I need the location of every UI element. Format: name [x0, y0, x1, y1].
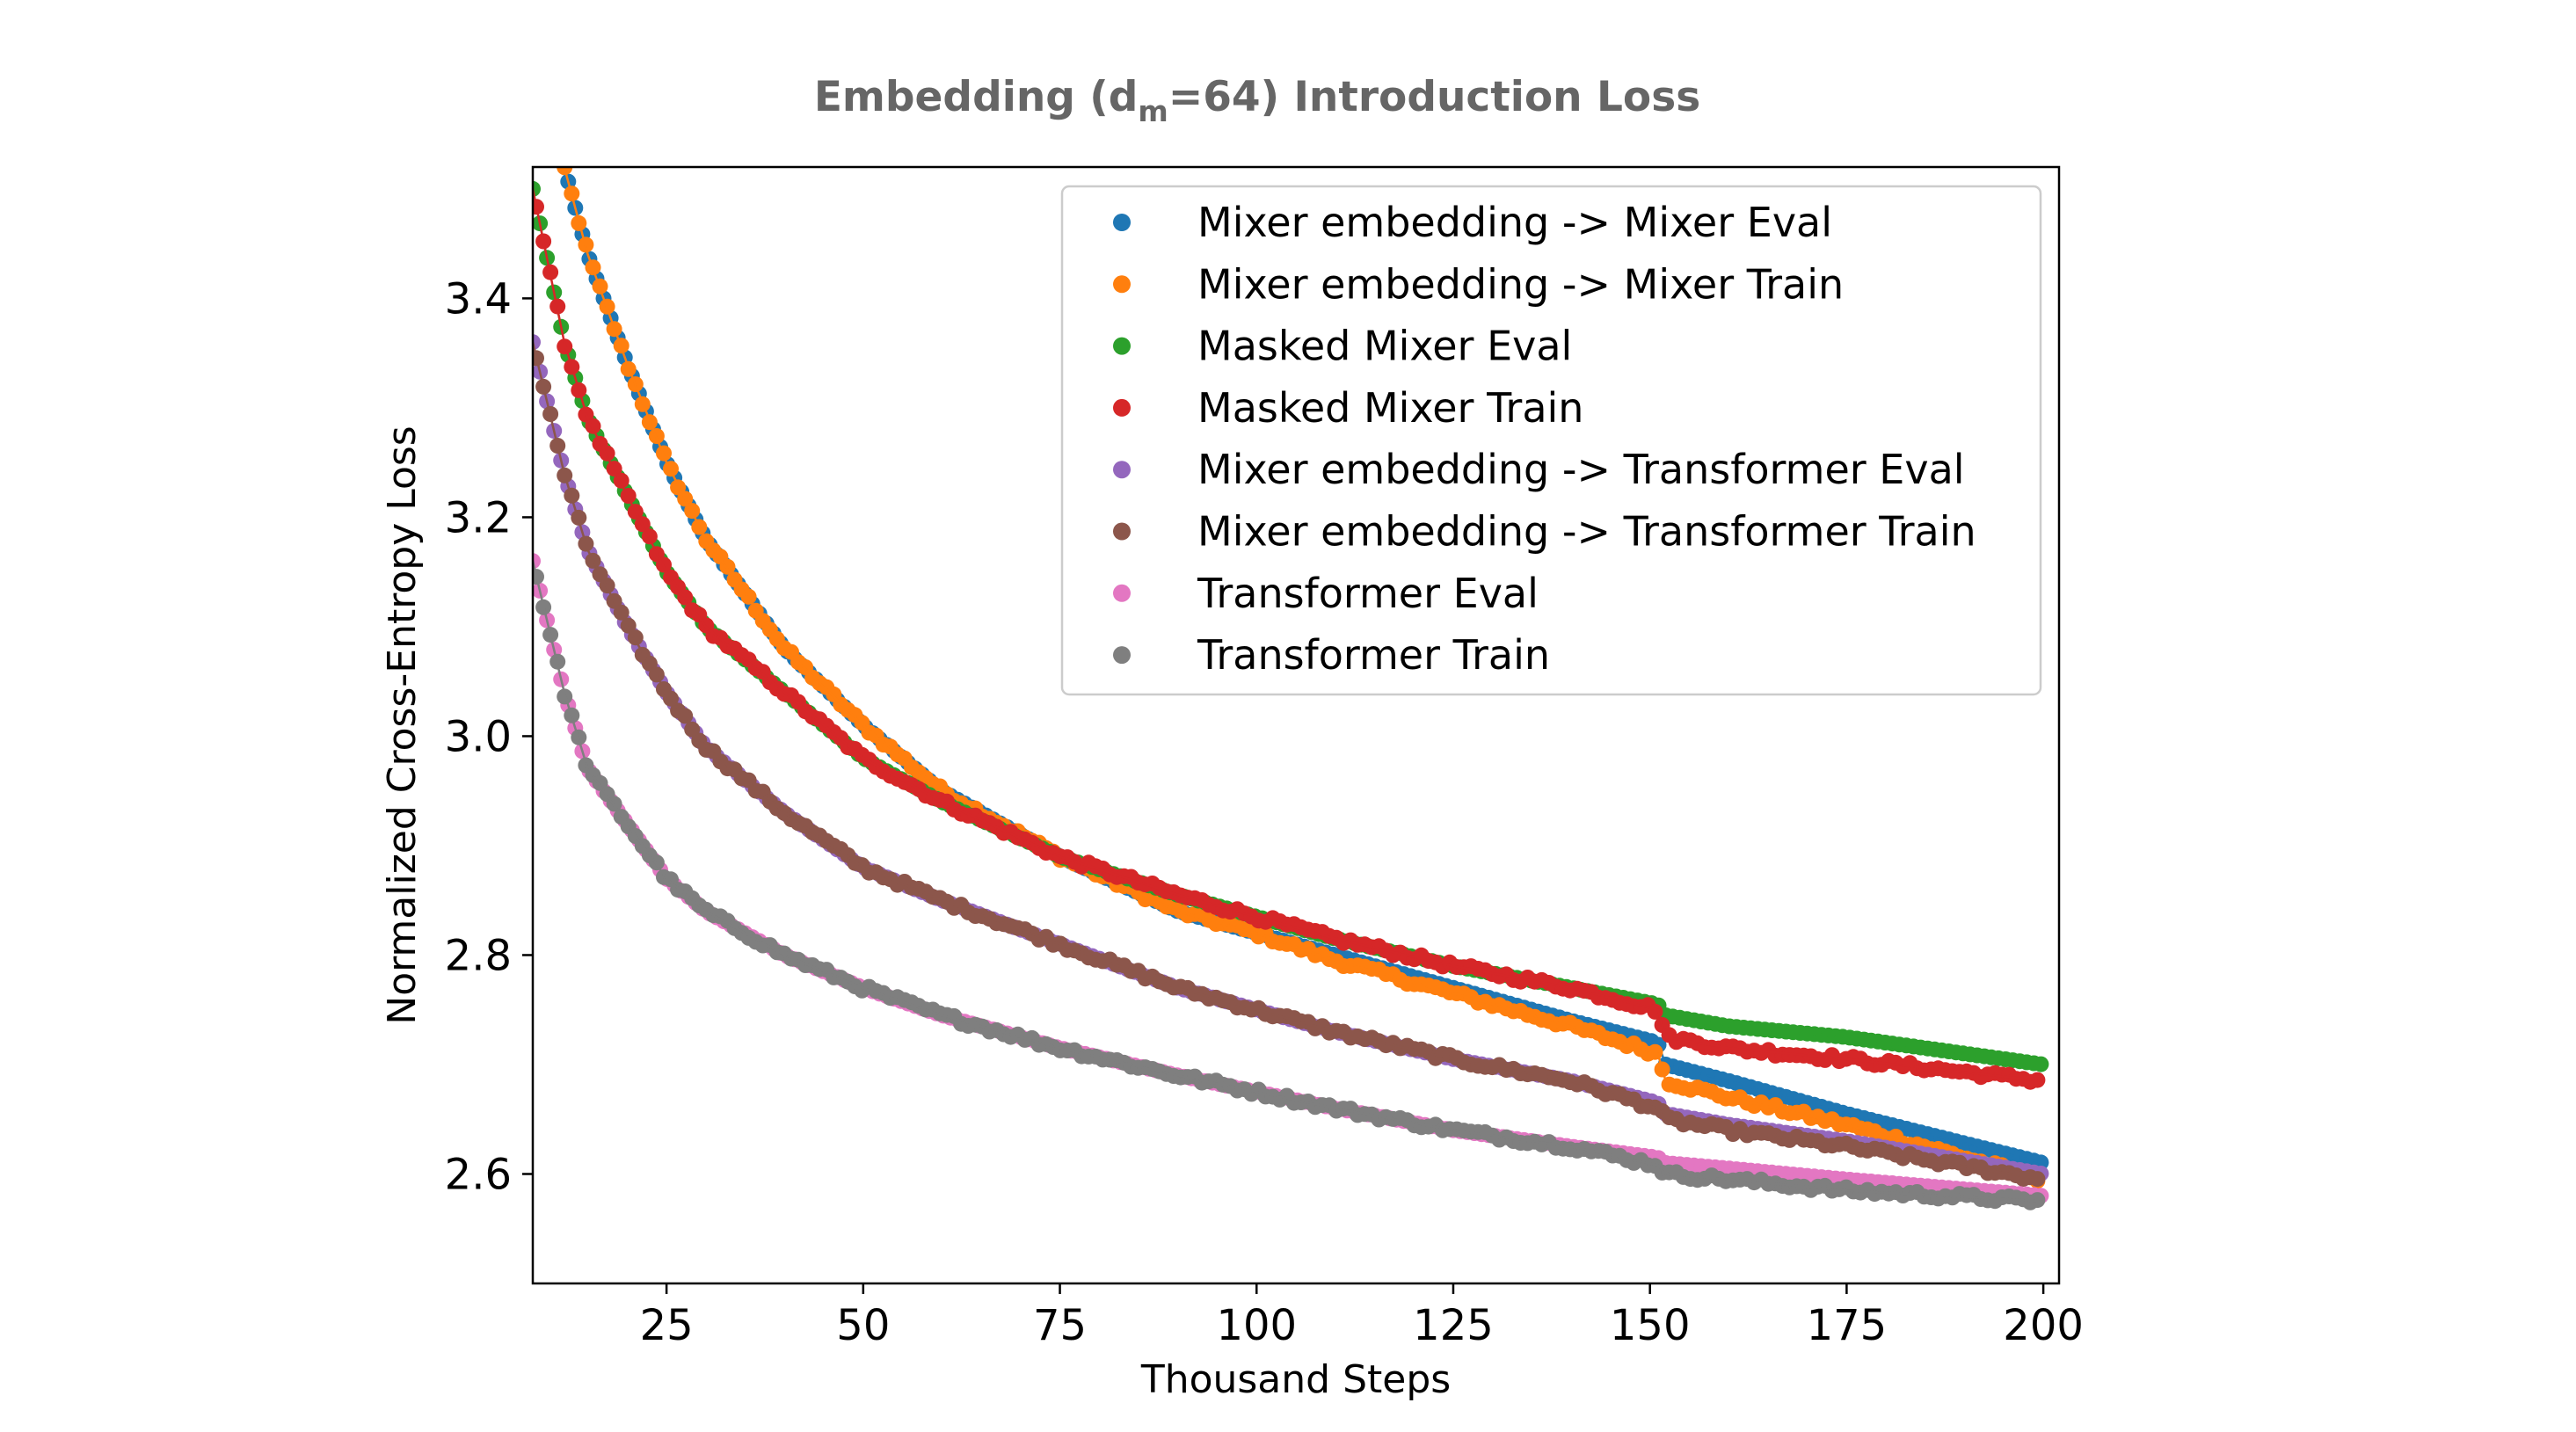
series-5 [533, 341, 2046, 1188]
data-point [553, 149, 569, 164]
plot-frame [531, 165, 2061, 1285]
legend: Mixer embedding -> Mixer Eval Mixer embed… [1060, 185, 2042, 696]
y-tick-label: 3.0 [445, 712, 512, 761]
x-axis-label: Thousand Steps [1140, 1357, 1451, 1402]
legend-marker [1113, 584, 1131, 602]
series-line [533, 341, 2044, 1181]
data-point [532, 75, 548, 91]
chart-title: Embedding (dm=64) Introduction Loss [814, 73, 1700, 128]
series-line [533, 188, 2044, 1082]
x-tick-label: 175 [1807, 1301, 1888, 1350]
data-point [549, 133, 565, 149]
legend-label: Mixer embedding -> Transformer Eval [1197, 446, 1965, 493]
legend-label: Masked Mixer Eval [1197, 323, 1572, 370]
x-tick-label: 100 [1216, 1301, 1297, 1350]
x-tick-label: 25 [640, 1301, 694, 1350]
data-point [2033, 1056, 2049, 1072]
x-tick-label: 150 [1610, 1301, 1691, 1350]
x-tick-label: 75 [1033, 1301, 1087, 1350]
legend-marker [1113, 461, 1131, 479]
series-3 [533, 188, 2046, 1090]
data-point [528, 61, 544, 76]
legend-label: Mixer embedding -> Mixer Train [1197, 260, 1844, 308]
x-tick-label: 125 [1413, 1301, 1494, 1350]
x-axis: 25 50 75 100 125 150 175 200 [640, 1283, 2084, 1350]
data-point [542, 111, 558, 127]
series-layer [525, 50, 2049, 1210]
chart-title-prefix: Embedding (d [814, 73, 1139, 121]
series-7 [533, 560, 2046, 1210]
chart-title-subscript: m [1138, 94, 1168, 128]
data-point [641, 528, 658, 545]
data-point [546, 124, 562, 140]
series-line [563, 167, 2044, 1181]
y-axis: 2.6 2.8 3.0 3.2 3.4 [445, 274, 533, 1199]
data-point [533, 180, 541, 197]
data-point [535, 88, 551, 104]
legend-marker [1113, 337, 1131, 355]
data-point [525, 50, 541, 66]
y-tick-label: 3.4 [445, 274, 512, 323]
y-tick-label: 3.2 [445, 493, 512, 542]
y-tick-label: 2.8 [445, 931, 512, 980]
legend-marker [1113, 214, 1131, 231]
x-tick-label: 50 [836, 1301, 890, 1350]
legend-label: Mixer embedding -> Transformer Train [1197, 508, 1976, 556]
data-point [585, 418, 601, 434]
legend-label: Transformer Train [1197, 631, 1550, 679]
legend-box [1060, 185, 2042, 696]
legend-marker [1113, 646, 1131, 665]
x-tick-label: 200 [2003, 1301, 2084, 1350]
chart-title-suffix: =64) Introduction Loss [1168, 73, 1700, 121]
y-tick-label: 2.6 [445, 1150, 512, 1199]
data-point [539, 99, 555, 115]
series-line [533, 560, 2044, 1203]
legend-marker [1113, 398, 1131, 417]
legend-marker [1113, 522, 1131, 541]
legend-label: Transformer Eval [1197, 570, 1539, 617]
legend-marker [1113, 275, 1131, 294]
legend-label: Masked Mixer Train [1197, 384, 1583, 432]
legend-label: Mixer embedding -> Mixer Eval [1197, 199, 1832, 246]
y-axis-label: Normalized Cross-Entropy Loss [380, 425, 425, 1024]
